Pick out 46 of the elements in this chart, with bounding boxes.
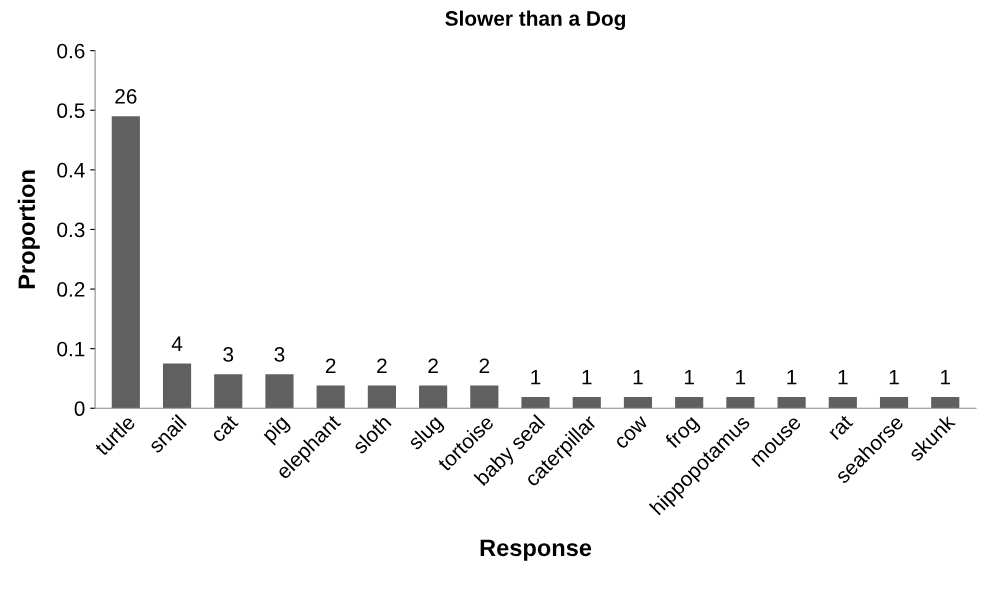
annotation: 1 — [889, 369, 899, 385]
x-axis-title: Response — [480, 539, 592, 561]
y-tick-label: 0.5 — [57, 103, 85, 119]
y-tick-label: 0.4 — [57, 162, 85, 178]
annotation: 3 — [223, 347, 234, 362]
annotation: 1 — [531, 369, 541, 385]
annotation: 4 — [171, 336, 183, 351]
bar — [367, 385, 396, 409]
bar — [521, 396, 550, 409]
y-tick-label: 0.2 — [57, 282, 85, 297]
y-tick-label: 0.3 — [57, 222, 85, 238]
annotation: 26 — [115, 89, 137, 104]
annotation: 1 — [582, 369, 592, 385]
annotation: 1 — [787, 369, 797, 385]
y-tick-label: 0 — [74, 401, 85, 417]
annotation: 1 — [736, 369, 746, 385]
annotation: 2 — [325, 358, 336, 373]
annotation: 3 — [274, 347, 285, 362]
chart-title: Slower than a Dog — [445, 10, 626, 31]
bar — [828, 396, 857, 409]
annotation: 2 — [428, 358, 438, 373]
annotation: 2 — [479, 358, 490, 373]
bar — [111, 116, 140, 409]
annotation: 2 — [377, 358, 387, 373]
x-tick-label: cat — [210, 414, 239, 443]
bar — [419, 385, 448, 409]
y-tick-label: 0.1 — [57, 341, 85, 357]
annotation: 1 — [941, 369, 951, 385]
annotation: 1 — [684, 369, 694, 385]
bar — [777, 396, 806, 409]
bar — [214, 374, 243, 409]
bar — [623, 396, 653, 409]
bar — [162, 363, 192, 409]
bar — [931, 396, 960, 409]
bar — [265, 374, 294, 409]
bar — [879, 396, 909, 409]
annotation: 1 — [633, 369, 643, 385]
bar — [572, 396, 601, 409]
y-tick-label: 0.6 — [57, 43, 85, 59]
bar — [726, 396, 755, 409]
bar — [316, 385, 345, 409]
y-axis-title: Proportion — [17, 170, 40, 289]
x-tick-label: cow — [615, 415, 649, 450]
bar — [470, 385, 499, 409]
annotation: 1 — [838, 369, 848, 385]
bar — [675, 396, 704, 409]
